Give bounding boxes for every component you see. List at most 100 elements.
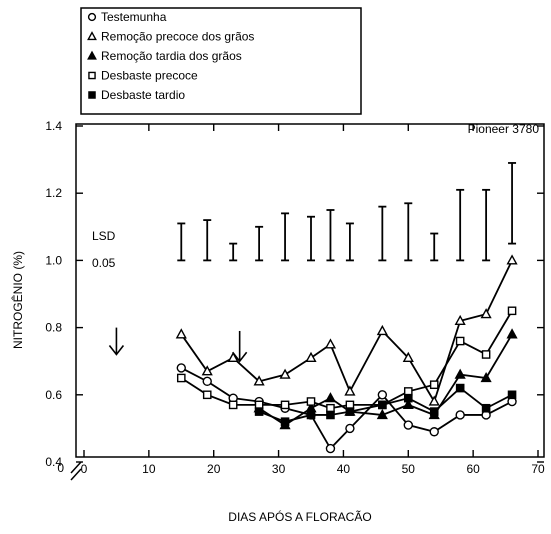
data-point	[481, 350, 491, 359]
legend-item: Desbaste precoce	[88, 69, 198, 83]
lsd-bar	[281, 212, 290, 262]
lsd-bar	[378, 205, 387, 262]
x-tick-label: 40	[337, 462, 351, 476]
data-point	[344, 385, 356, 396]
data-point	[202, 376, 212, 387]
data-point	[175, 328, 187, 339]
y-tick-label: 1.0	[45, 253, 62, 267]
legend-label: Remoção tardia dos grãos	[101, 49, 242, 63]
data-point	[326, 410, 335, 420]
legend-marker	[87, 31, 97, 41]
lsd-bar	[177, 222, 186, 262]
data-point	[324, 392, 337, 403]
legend: Testemunha Remoção precoce dos grãos Remoç…	[80, 7, 362, 115]
y-tick-label: 0.8	[45, 321, 62, 335]
legend-item: Remoção precoce dos grãos	[87, 30, 254, 44]
data-point	[228, 400, 238, 410]
data-point	[402, 351, 414, 362]
y-tick-label: 0.6	[45, 388, 62, 402]
data-point	[345, 407, 355, 416]
series-2	[175, 254, 518, 406]
y-tick-label: 0.4	[45, 455, 62, 469]
data-point	[306, 410, 316, 420]
data-point	[481, 403, 491, 413]
data-point	[507, 306, 517, 316]
series-5	[254, 383, 517, 426]
legend-label: Desbaste precoce	[101, 69, 198, 83]
data-point	[280, 400, 290, 410]
legend-marker	[88, 91, 96, 99]
data-point	[279, 368, 291, 379]
legend-marker	[88, 71, 96, 80]
x-tick-label: 60	[466, 462, 480, 476]
x-axis-label: DIAS APÓS A FLORACÃO	[228, 509, 371, 524]
data-point	[454, 314, 466, 326]
data-point	[376, 324, 388, 336]
data-point	[254, 407, 264, 416]
data-point	[376, 408, 388, 420]
legend-label: Testemunha	[101, 10, 167, 24]
data-point	[455, 383, 465, 393]
chart-title: Pioneer 3780	[468, 122, 540, 136]
data-point	[324, 338, 337, 349]
lsd-bar	[345, 222, 354, 262]
lsd-bar	[203, 219, 212, 262]
data-point	[455, 336, 465, 346]
legend-item: Testemunha	[87, 10, 167, 24]
origin-label: 0	[57, 461, 64, 475]
data-point	[480, 371, 492, 383]
lsd-bar	[326, 209, 335, 262]
data-point	[325, 443, 336, 454]
legend-item: Desbaste tardio	[88, 88, 185, 102]
data-point	[306, 397, 316, 406]
data-point	[402, 398, 414, 410]
lsd-level-label: 0.05	[92, 256, 116, 270]
legend-marker	[87, 50, 97, 60]
x-tick-label: 10	[142, 462, 156, 476]
data-point	[176, 373, 186, 383]
data-point	[403, 393, 413, 403]
data-point	[378, 400, 387, 410]
data-point	[429, 427, 439, 437]
series-line	[180, 310, 513, 410]
y-tick-label: 1.2	[45, 186, 62, 200]
x-tick-label: 20	[207, 462, 221, 476]
lsd-bar	[255, 225, 264, 262]
lsd-bar	[229, 242, 238, 262]
legend-box	[80, 7, 362, 115]
data-point	[345, 423, 355, 434]
lsd-bar	[404, 202, 413, 262]
legend-label: Desbaste tardio	[101, 88, 185, 102]
data-point	[428, 395, 440, 406]
data-point	[280, 417, 290, 426]
data-point	[506, 328, 518, 339]
x-tick-label: 0	[81, 462, 88, 476]
lsd-bar	[482, 188, 491, 262]
data-point	[377, 390, 388, 400]
down-arrow	[108, 327, 125, 356]
x-tick-label: 50	[402, 462, 416, 476]
data-point	[429, 407, 439, 416]
lsd-bar	[456, 188, 465, 262]
lsd-label: LSD	[92, 229, 116, 243]
axis-break	[70, 461, 82, 481]
data-point	[253, 375, 265, 386]
series-line	[180, 260, 513, 404]
legend-item: Remoção tardia dos grãos	[87, 49, 242, 63]
data-point	[507, 390, 517, 400]
lsd-bar	[307, 215, 315, 262]
data-point	[176, 363, 186, 373]
data-point	[455, 410, 465, 420]
y-tick-label: 1.4	[45, 119, 62, 133]
data-point	[305, 351, 317, 362]
data-point	[429, 380, 439, 390]
legend-label: Remoção precoce dos grãos	[101, 30, 254, 44]
legend-marker	[87, 12, 97, 22]
data-point	[506, 254, 518, 265]
data-point	[227, 351, 239, 362]
data-point	[201, 365, 213, 376]
y-axis-label: NITROGÊNIO (%)	[10, 251, 25, 349]
lsd-bar	[430, 232, 439, 262]
data-point	[403, 420, 413, 430]
